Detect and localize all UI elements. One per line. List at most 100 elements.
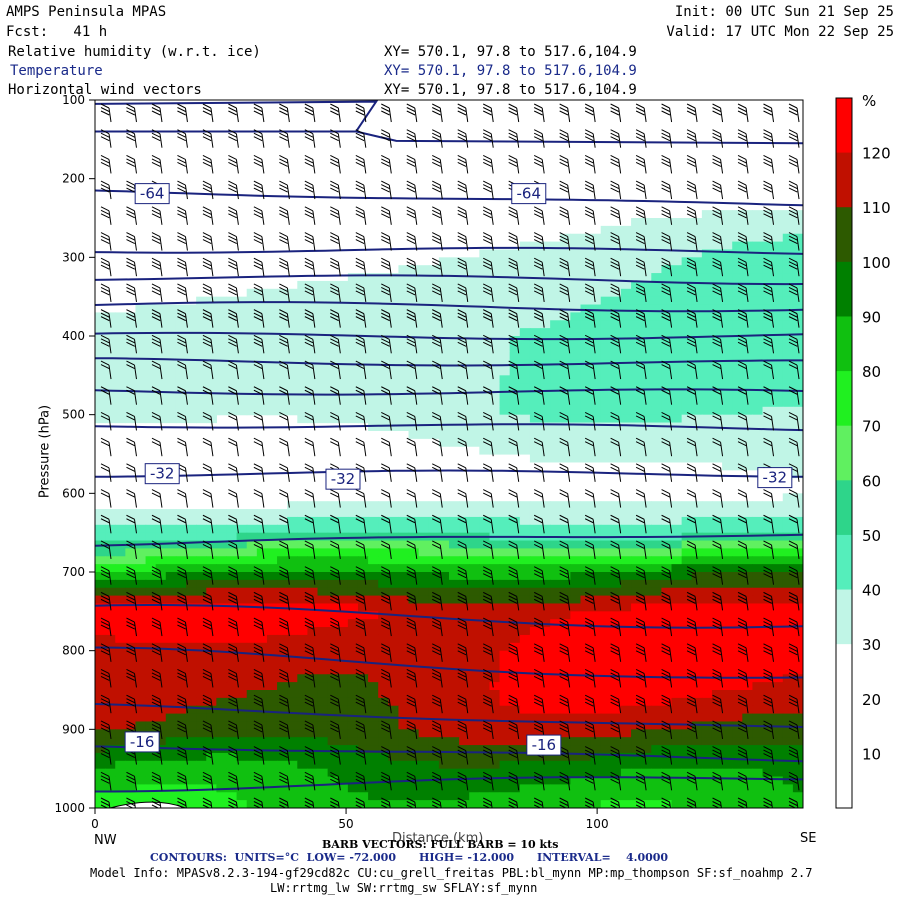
rh-cell <box>540 595 551 605</box>
rh-cell <box>732 540 743 549</box>
wind-barb <box>228 232 239 251</box>
rh-cell <box>580 721 592 730</box>
rh-cell <box>519 800 531 808</box>
rh-cell <box>246 697 258 707</box>
rh-cell <box>732 359 743 369</box>
rh-cell <box>398 603 410 612</box>
rh-cell <box>135 642 147 652</box>
rh-cell <box>317 595 329 605</box>
rh-cell <box>701 556 713 565</box>
rh-cell <box>711 375 723 384</box>
rh-cell <box>550 367 561 376</box>
rh-cell <box>600 579 612 589</box>
rh-cell <box>671 383 683 392</box>
rh-cell <box>105 619 116 628</box>
rh-cell <box>701 619 713 628</box>
rh-cell <box>742 658 754 667</box>
rh-cell <box>792 587 803 597</box>
rh-cell <box>792 784 803 793</box>
rh-cell <box>732 658 743 667</box>
rh-cell <box>782 524 794 534</box>
wind-barb <box>228 669 239 688</box>
rh-cell <box>519 288 531 298</box>
rh-cell <box>631 233 642 243</box>
rh-cell <box>459 705 470 715</box>
rh-cell <box>792 273 803 282</box>
rh-cell <box>378 422 389 431</box>
rh-cell <box>388 682 400 691</box>
wind-barb <box>381 154 392 174</box>
rh-cell <box>186 642 197 652</box>
rh-cell <box>418 430 430 439</box>
wind-barb <box>126 257 137 277</box>
rh-cell <box>287 650 298 660</box>
rh-cell <box>317 579 329 589</box>
rh-cell <box>610 634 622 644</box>
rh-cell <box>438 391 450 400</box>
rh-cell <box>125 752 137 762</box>
rh-cell <box>459 611 470 620</box>
rh-cell <box>135 690 147 699</box>
rh-cell <box>347 721 359 730</box>
rh-cell <box>347 273 359 282</box>
rh-cell <box>266 682 278 691</box>
rh-cell <box>236 391 248 400</box>
wind-barb <box>304 669 316 688</box>
rh-cell <box>287 556 298 565</box>
rh-cell <box>651 454 662 463</box>
wind-barb <box>151 360 163 380</box>
rh-cell <box>408 288 420 298</box>
rh-cell <box>661 406 673 416</box>
rh-cell <box>398 705 410 715</box>
rh-cell <box>762 627 774 636</box>
rh-cell <box>469 280 480 290</box>
rh-cell <box>499 579 511 589</box>
wind-barb <box>584 797 595 808</box>
rh-cell <box>438 509 450 518</box>
rh-cell <box>317 540 329 549</box>
rh-cell <box>661 501 673 510</box>
rh-cell <box>246 532 258 542</box>
rh-cell <box>428 642 440 652</box>
rh-cell <box>580 690 592 699</box>
rh-cell <box>428 343 440 353</box>
rh-cell <box>529 509 541 518</box>
rh-cell <box>438 548 450 557</box>
rh-cell <box>509 556 521 565</box>
rh-cell <box>479 705 491 715</box>
rh-cell <box>762 304 774 313</box>
rh-cell <box>529 414 541 424</box>
wind-barb <box>177 386 188 405</box>
wind-barb <box>610 334 622 354</box>
rh-cell <box>732 784 743 793</box>
rh-cell <box>641 383 652 392</box>
rh-cell <box>560 406 571 416</box>
rh-cell <box>610 737 622 746</box>
rh-cell <box>246 619 258 628</box>
rh-cell <box>722 524 733 534</box>
wind-barb <box>584 566 596 585</box>
rh-cell <box>580 446 592 455</box>
wind-barb <box>533 283 545 302</box>
wind-barb <box>406 386 418 405</box>
rh-cell <box>246 359 258 369</box>
rh-cell <box>216 697 228 707</box>
rh-cell <box>691 548 703 557</box>
rh-cell <box>701 595 713 605</box>
rh-cell <box>560 666 571 675</box>
rh-cell <box>762 642 774 652</box>
rh-cell <box>226 398 238 408</box>
rh-cell <box>681 501 693 510</box>
rh-cell <box>327 792 339 801</box>
rh-cell <box>378 501 389 510</box>
rh-cell <box>347 595 359 605</box>
wind-barb <box>635 566 647 585</box>
wind-barb <box>406 206 418 225</box>
rh-cell <box>519 524 531 534</box>
rh-cell <box>600 367 612 376</box>
rh-cell <box>772 579 784 589</box>
rh-cell <box>590 548 602 557</box>
rh-cell <box>661 225 673 235</box>
rh-cell <box>277 572 288 581</box>
rh-cell <box>145 391 157 400</box>
